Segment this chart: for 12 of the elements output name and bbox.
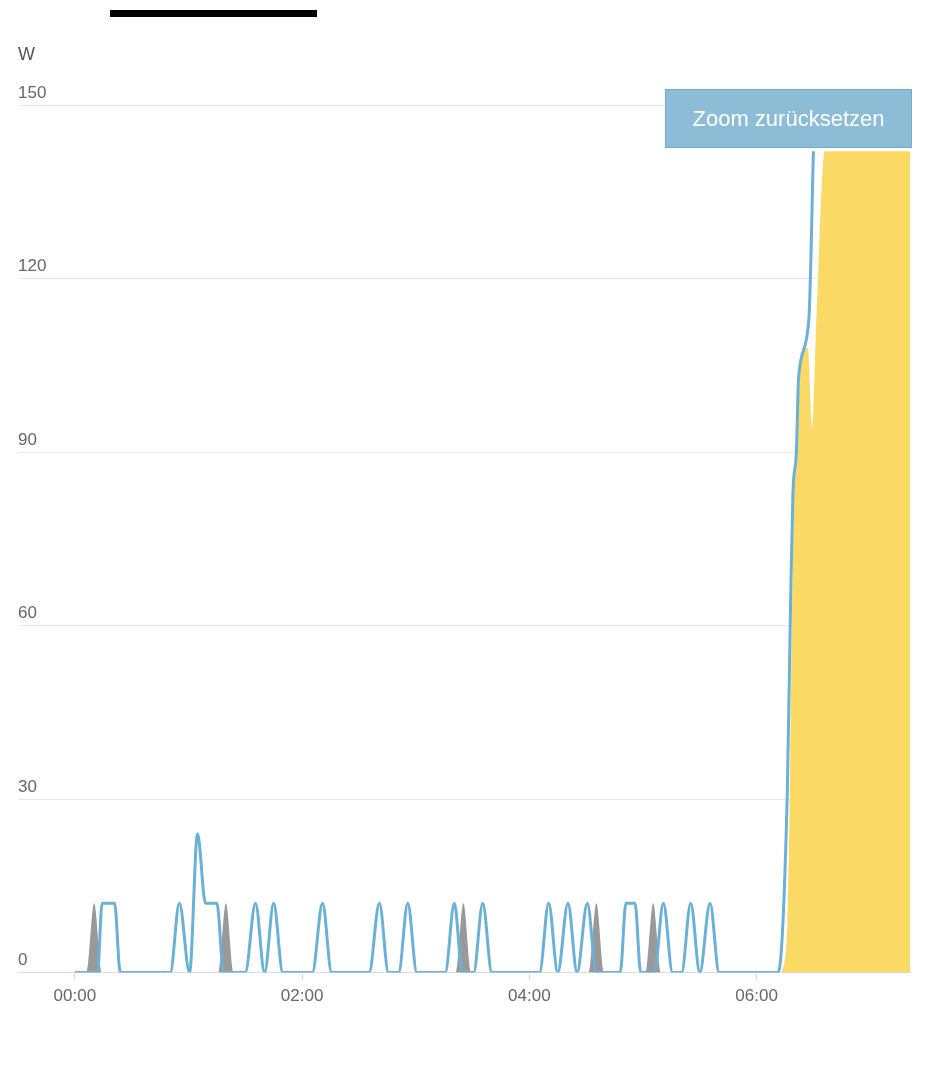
y-tick-label: 60: [18, 603, 37, 623]
reset-zoom-button: Zoom zurücksetzen: [665, 89, 912, 148]
y-tick-label: 120: [18, 256, 47, 276]
y-tick-label: 150: [18, 82, 47, 102]
x-tick-label: 00:00: [53, 986, 97, 1006]
y-tick-label: 30: [18, 776, 37, 796]
x-tick-label: 04:00: [508, 986, 551, 1006]
x-tick-label: 02:00: [280, 986, 324, 1006]
x-tick-label: 06:00: [735, 986, 778, 1006]
y-tick-label: 90: [18, 429, 37, 449]
y-tick-label: 0: [18, 950, 28, 970]
y-axis-title: W: [18, 43, 35, 64]
